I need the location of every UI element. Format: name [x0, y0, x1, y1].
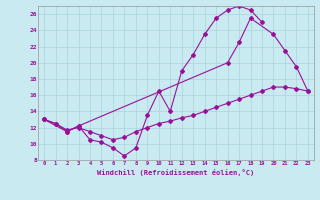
- X-axis label: Windchill (Refroidissement éolien,°C): Windchill (Refroidissement éolien,°C): [97, 169, 255, 176]
